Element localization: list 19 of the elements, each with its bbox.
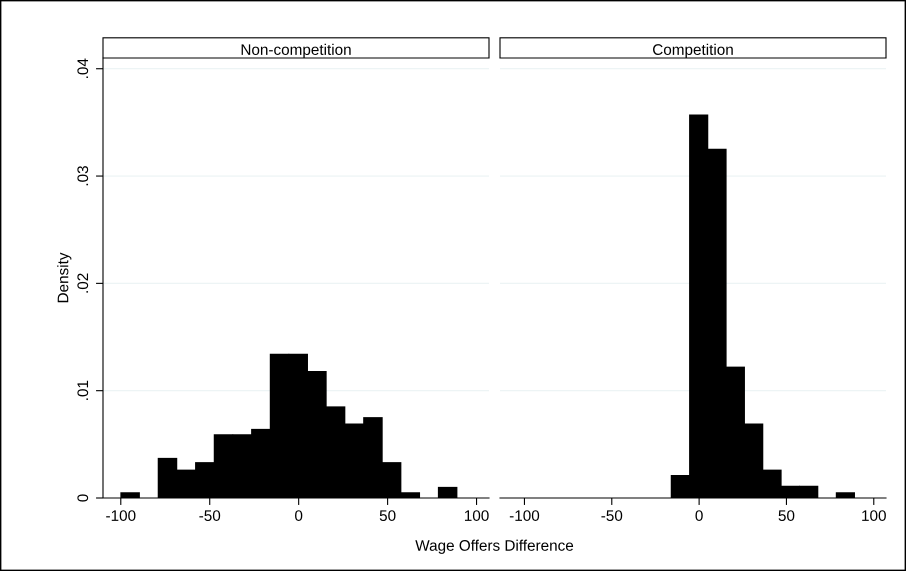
x-tick-label: 100 [464, 510, 489, 522]
y-axis-title: Density [57, 252, 72, 302]
y-tick-label: .04 [77, 58, 88, 78]
y-tick-label: .02 [77, 274, 88, 293]
y-tick-label: .01 [77, 380, 88, 400]
y-tick-label: 0 [77, 494, 88, 502]
x-tick-label: -100 [510, 510, 540, 522]
chart-title: Competition [653, 44, 733, 58]
x-tick-label: -50 [199, 510, 220, 522]
x-tick-label: 50 [778, 510, 794, 522]
x-tick-label: -100 [106, 510, 136, 522]
y-tick-label: .03 [77, 166, 88, 186]
x-tick-label: 0 [695, 510, 703, 522]
x-axis-title: Wage Offers Difference [415, 540, 574, 554]
chart-title: Non-competition [242, 44, 351, 58]
x-tick-label: 100 [862, 510, 886, 522]
x-tick-label: 0 [295, 510, 302, 522]
x-tick-label: -50 [601, 510, 622, 522]
x-tick-label: 50 [380, 510, 396, 522]
